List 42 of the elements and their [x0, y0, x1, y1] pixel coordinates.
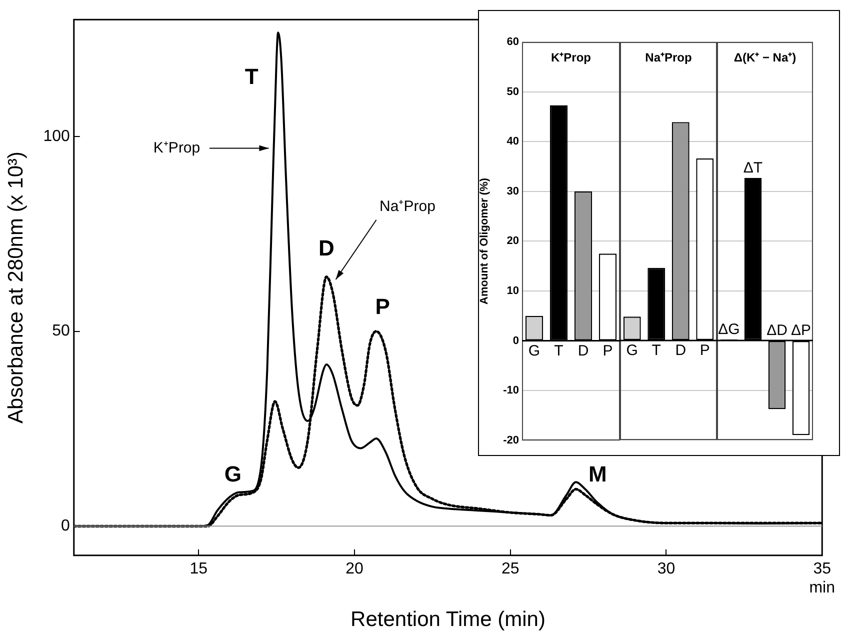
y-axis-title: Amount of Oligomer (%) — [478, 178, 491, 304]
x-tick-label: G — [626, 342, 638, 360]
text: Na⁺Prop — [645, 50, 692, 64]
x-tick-label: G — [528, 342, 540, 360]
x-tick-label: 15 — [190, 560, 208, 578]
x-tick-label: 20 — [346, 560, 364, 578]
x-axis-title: Retention Time (min) — [350, 608, 546, 632]
x-tick-label: 35 min — [809, 560, 835, 597]
x-tick-label: P — [700, 342, 710, 360]
x-tick-label: T — [652, 342, 661, 360]
legend-label: K⁺Prop — [153, 139, 200, 156]
annotation: P — [375, 294, 390, 320]
annotation: T — [244, 64, 259, 90]
x-tick-label: P — [602, 342, 613, 360]
y-tick-label: -10 — [503, 384, 519, 397]
y-tick-label: 40 — [506, 136, 519, 148]
y-tick-label: 20 — [506, 235, 519, 248]
annotation: G — [224, 462, 242, 487]
y-tick-label: 10 — [506, 285, 519, 298]
y-tick-label: 50 — [506, 86, 519, 98]
x-tick-label: D — [675, 342, 686, 360]
x-tick-label: T — [554, 342, 564, 360]
y-tick-label: -20 — [503, 434, 519, 446]
y-tick-label: 30 — [506, 185, 519, 198]
y-tick-label: 0 — [512, 334, 519, 347]
annotation: M — [588, 462, 607, 487]
x-tick-label: D — [578, 342, 589, 360]
x-tick-label: ΔP — [790, 322, 812, 340]
annotation: D — [318, 236, 334, 261]
x-tick-label: ΔG — [718, 321, 740, 338]
text: K⁺Prop — [551, 50, 591, 64]
x-tick-label: ΔT — [743, 159, 763, 176]
x-tick-label: ΔD — [766, 322, 788, 340]
text: Na⁺Prop — [380, 198, 436, 215]
y-tick-label: 50 — [52, 322, 70, 340]
text: Δ(K⁺ − Na⁺) — [734, 50, 796, 64]
y-tick-label: 100 — [43, 128, 70, 145]
y-axis-title: Absorbance at 280nm (x 10³) — [4, 152, 28, 424]
x-tick-label: 30 — [657, 560, 676, 578]
y-tick-label: 0 — [60, 518, 70, 535]
x-tick-label: 25 — [501, 560, 520, 578]
y-tick-label: 60 — [506, 36, 519, 48]
